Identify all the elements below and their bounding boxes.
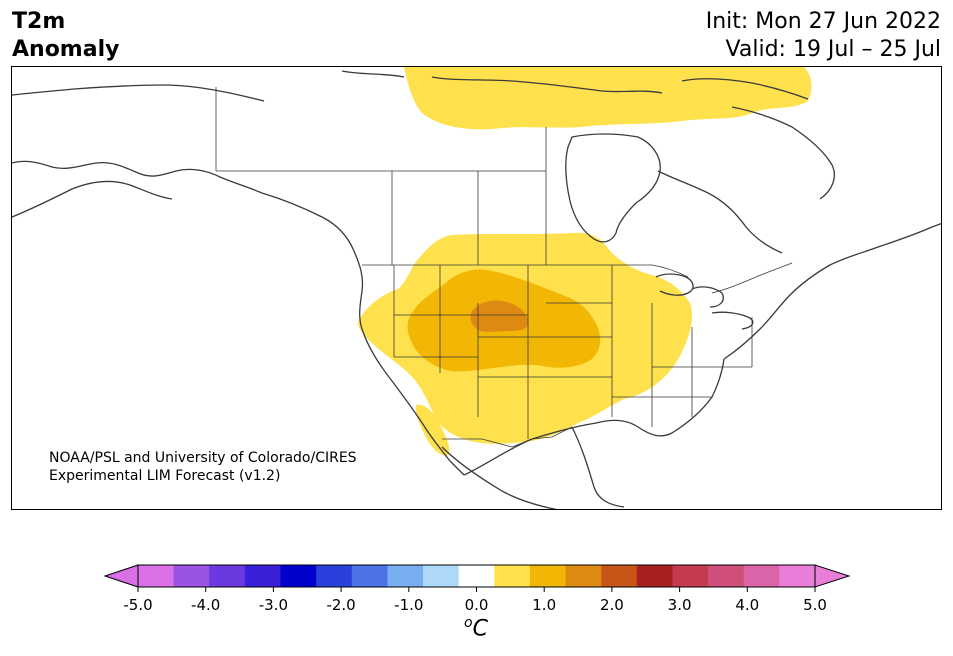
colorbar-swatch	[423, 565, 460, 587]
colorbar-swatch	[173, 565, 210, 587]
colorbar-tick-label: -3.0	[258, 596, 289, 614]
mexico-coast	[441, 426, 625, 509]
us-states	[393, 265, 753, 439]
map-title-line1: T2m	[12, 9, 66, 34]
state-borders	[215, 87, 793, 448]
colorbar-extend-high	[814, 564, 851, 588]
colorbar-tick-label: -4.0	[191, 596, 221, 614]
anomaly-region-canada-arctic	[404, 67, 812, 130]
credit-line1: NOAA/PSL and University of Colorado/CIRE…	[49, 450, 357, 466]
colorbar-swatch	[494, 565, 531, 587]
canada-provinces	[215, 87, 547, 265]
forecast-map: NOAA/PSL and University of Colorado/CIRE…	[11, 66, 942, 510]
colorbar-swatch	[636, 565, 673, 587]
great-lakes	[655, 273, 754, 330]
colorbar-tick-label: 2.0	[599, 596, 624, 614]
unit-degree: o	[464, 615, 473, 631]
colorbar-tick-label: -1.0	[394, 596, 424, 614]
pacific-coast	[261, 192, 465, 476]
unit-letter: C	[472, 616, 488, 642]
colorbar-swatch	[779, 565, 816, 587]
map-title: T2m Anomaly	[12, 8, 119, 64]
colorbar-swatch	[565, 565, 602, 587]
us-canada-border	[362, 262, 793, 294]
colorbar-swatch	[351, 565, 388, 587]
map-canvas	[12, 67, 941, 509]
credit-line2: Experimental LIM Forecast (v1.2)	[49, 468, 281, 484]
us-mexico-border	[442, 426, 573, 448]
colorbar-tick-label: -5.0	[123, 596, 153, 614]
colorbar-swatch	[280, 565, 317, 587]
arctic-islands	[341, 70, 835, 200]
colorbar-swatch	[316, 565, 353, 587]
colorbar-extend-low	[103, 564, 139, 588]
colorbar-tick-label: 5.0	[803, 596, 827, 614]
colorbar-tick-label: 4.0	[735, 596, 760, 614]
anomaly-shading	[358, 67, 812, 456]
colorbar-swatch	[743, 565, 780, 587]
colorbar-tick-label: -2.0	[326, 596, 356, 614]
colorbar-swatch	[244, 565, 282, 587]
alaska-coast	[12, 84, 265, 218]
anomaly-region-baja	[415, 404, 450, 456]
forecast-dates: Init: Mon 27 Jun 2022 Valid: 19 Jul – 25…	[706, 8, 941, 64]
colorbar-swatch	[209, 565, 246, 587]
colorbar-tick-label: 3.0	[667, 596, 692, 614]
colorbar-swatch	[672, 565, 709, 587]
hudson-bay	[565, 133, 661, 243]
colorbar-tick-label: 1.0	[532, 596, 557, 614]
colorbar-swatch	[138, 565, 175, 587]
colorbar: -5.0 -4.0 -3.0 -2.0 -1.0 0.0 1.0 2.0 3.0 4.0 5.0 o…	[0, 555, 953, 655]
anomaly-region-core	[470, 300, 529, 332]
colorbar-swatch	[601, 565, 638, 587]
colorbar-tick-label: 0.0	[464, 596, 489, 614]
init-date: Init: Mon 27 Jun 2022	[705, 9, 941, 34]
colorbar-bar	[103, 564, 851, 592]
map-title-line2: Anomaly	[12, 37, 120, 62]
colorbar-swatch	[708, 565, 745, 587]
colorbar-swatch	[387, 565, 424, 587]
atlantic-coast	[723, 223, 941, 360]
labrador-coast	[657, 170, 783, 254]
colorbar-swatch	[529, 565, 567, 587]
colorbar-swatch	[458, 565, 495, 587]
colorbar-unit: oC	[464, 615, 488, 641]
valid-range: Valid: 19 Jul – 25 Jul	[725, 37, 941, 62]
